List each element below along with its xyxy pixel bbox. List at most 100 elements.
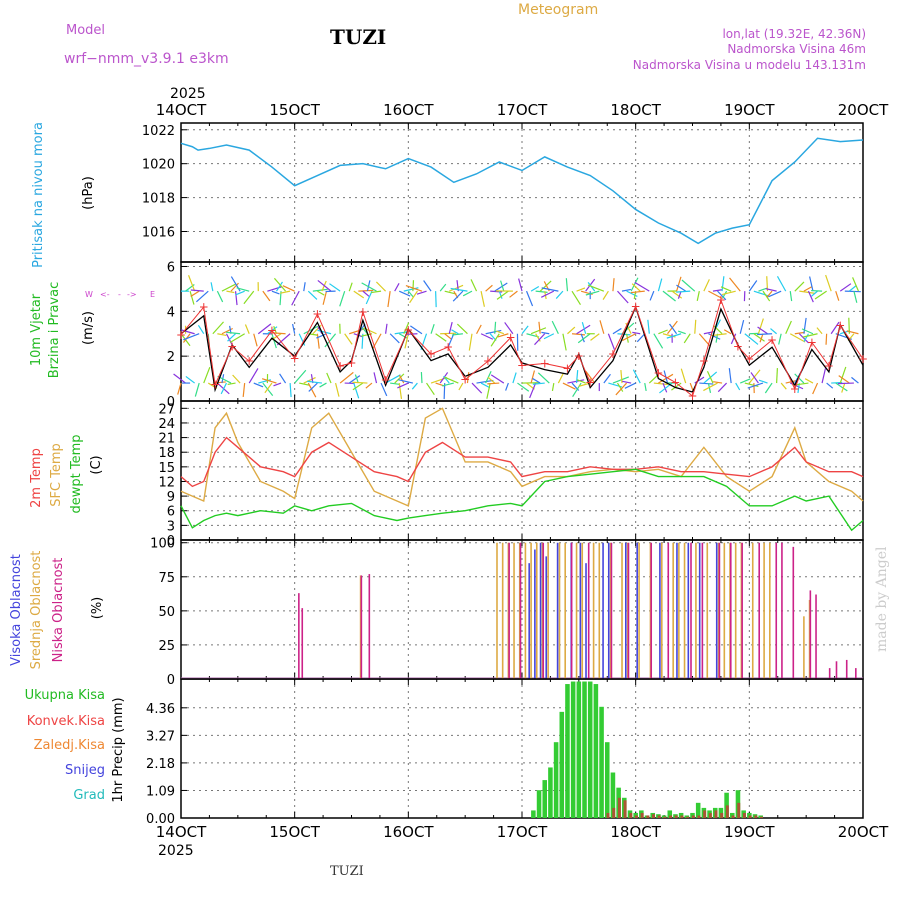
wind-barb	[373, 372, 378, 384]
wind-barb	[440, 332, 457, 335]
gust-marker: +	[716, 293, 726, 307]
precip-total-bar	[565, 684, 570, 818]
y-tick-label: 1.09	[146, 784, 175, 799]
precip-convective-bar	[663, 816, 667, 818]
gust-marker: +	[733, 340, 743, 354]
wind-barb	[322, 291, 328, 305]
wind-barb	[236, 287, 250, 292]
wind-barb	[403, 287, 419, 292]
precip-total-bar	[559, 711, 565, 818]
wind-barb	[740, 378, 751, 384]
wind-barb	[292, 323, 296, 334]
wind-barb	[439, 372, 449, 384]
wind-barb	[572, 382, 582, 397]
gust-marker: +	[403, 323, 413, 337]
compass-w: W	[85, 290, 93, 299]
wind-barb	[711, 333, 727, 337]
wind-barb	[626, 290, 638, 297]
wind-barb	[543, 333, 555, 340]
wind-barb	[765, 288, 777, 292]
gust-marker: +	[574, 349, 584, 363]
wind-barb	[498, 290, 503, 299]
wind-barb	[532, 377, 541, 384]
wind-barb	[264, 382, 273, 394]
gust-marker: +	[199, 300, 209, 314]
wind-barb	[280, 290, 291, 294]
wind-barb	[666, 333, 682, 339]
wind-barb	[575, 370, 579, 384]
wind-barb	[576, 287, 586, 292]
wind-barb	[632, 331, 641, 335]
wind-barb	[226, 331, 241, 335]
wind-barb	[612, 278, 615, 292]
wind-barb	[785, 320, 792, 334]
wind-barb	[676, 290, 691, 293]
wind-barb	[803, 333, 809, 342]
legend-snow: Snijeg	[65, 763, 105, 778]
wind-barb	[648, 375, 658, 384]
wind-barb	[607, 333, 616, 350]
wind-barb	[303, 282, 306, 292]
wind-barb	[456, 323, 468, 335]
gust-marker: +	[562, 361, 572, 375]
gust-marker: +	[381, 373, 391, 387]
wind-barb	[307, 290, 318, 300]
y-tick-label: 27	[158, 402, 175, 417]
wind-barb	[407, 290, 414, 298]
wind-barb	[644, 382, 647, 392]
wind-barb	[677, 330, 686, 335]
y-tick-label: 25	[158, 639, 175, 654]
time-tick-label: 15OCT	[269, 101, 320, 119]
precip-total-bar	[604, 742, 610, 818]
wind-barb	[658, 373, 674, 384]
wind-barb	[780, 382, 787, 390]
wind-barb	[410, 325, 423, 335]
precip-convective-bar	[708, 812, 712, 818]
wind-barb	[496, 330, 505, 335]
wind-barb	[500, 280, 505, 292]
precip-total-bar	[531, 810, 536, 818]
precip-convective-bar	[657, 815, 661, 818]
wind-barb	[294, 369, 307, 384]
wind-ylabel-1: 10m Vjetar	[29, 293, 44, 366]
wind-barb	[273, 382, 282, 387]
wind-barb	[487, 376, 496, 384]
y-tick-label: 1018	[142, 192, 175, 207]
wind-barb	[361, 282, 377, 292]
wind-barb	[669, 323, 678, 335]
precip-convective-bar	[760, 816, 763, 818]
wind-barb	[389, 333, 400, 344]
wind-barb	[451, 333, 463, 336]
wind-barb	[375, 281, 387, 292]
precip-convective-bar	[703, 810, 707, 818]
gust-marker: +	[608, 347, 618, 361]
wind-barb	[837, 382, 854, 385]
wind-barb	[748, 280, 758, 292]
wind-barb	[229, 333, 245, 344]
wind-barb	[699, 382, 714, 385]
wind-barb	[541, 287, 559, 292]
wind-barb	[713, 324, 723, 335]
precip-convective-bar	[714, 810, 718, 818]
cloud-ylabel-mid: Srednja Oblacnost	[29, 551, 44, 670]
wind-barb	[757, 318, 764, 334]
wind-panel: 10m Vjetar Brzina i Pravac (m/s) W <- - …	[29, 260, 868, 410]
cloud-panel: Visoka Oblacnost Srednja Oblacnost Niska…	[9, 537, 864, 688]
wind-barb	[728, 368, 732, 384]
wind-compass: W <- - -> E	[85, 290, 155, 299]
wind-barb	[802, 333, 818, 338]
wind-barb	[490, 333, 500, 347]
wind-barb	[757, 333, 773, 336]
wind-barb	[279, 373, 287, 384]
wind-barb	[776, 275, 787, 292]
time-tick-label: 17OCT	[497, 823, 548, 841]
wind-barb	[789, 333, 806, 343]
wind-barb	[811, 290, 818, 297]
precip-convective-bar	[669, 815, 673, 818]
wind-barb	[344, 333, 353, 345]
wind-barb	[535, 290, 548, 293]
compass-right-arrow: ->	[127, 290, 137, 299]
gust-marker: +	[426, 347, 436, 361]
precip-total-bar	[570, 681, 576, 818]
